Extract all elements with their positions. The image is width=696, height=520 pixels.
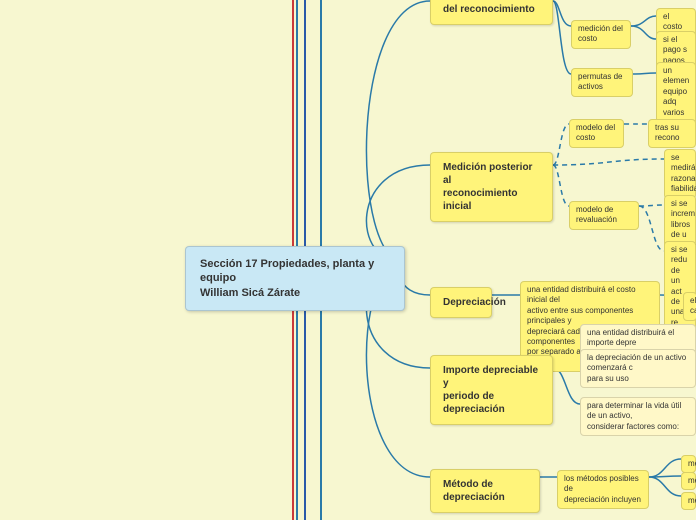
node-leaf-imp3[interactable]: para determinar la vida útil de un activ… [580, 397, 696, 436]
mindmap-canvas: { "background_color": "#f7f7d0", "connec… [0, 0, 696, 520]
node-leaf-meto3[interactable]: méto [681, 492, 696, 510]
node-n-metodo[interactable]: Método de depreciación [430, 469, 540, 513]
node-n-modcosto[interactable]: modelo del costo [569, 119, 624, 148]
node-leaf-tras[interactable]: tras su recono [648, 119, 696, 148]
node-leaf-imp2[interactable]: la depreciación de un activo comenzará c… [580, 349, 696, 388]
node-n-depre[interactable]: Depreciación [430, 287, 492, 318]
root-node[interactable]: Sección 17 Propiedades, planta y equipo … [185, 246, 405, 311]
node-n-medicion[interactable]: Medición posterior al reconocimiento ini… [430, 152, 553, 222]
node-n-importe[interactable]: Importe depreciable y periodo de depreci… [430, 355, 553, 425]
node-leaf-metodos[interactable]: los métodos posibles de depreciación inc… [557, 470, 649, 509]
node-n-permutas[interactable]: permutas de activos [571, 68, 633, 97]
node-leaf-medira[interactable]: se medirá razonable fiabilidad [664, 149, 696, 199]
node-leaf-meto1[interactable]: méto [681, 455, 696, 473]
node-n-top-partial[interactable]: del reconocimiento [430, 0, 553, 25]
node-leaf-meto2[interactable]: méto [681, 472, 696, 490]
node-leaf-elca[interactable]: el ca [683, 292, 696, 321]
node-n-medcosto[interactable]: medición del costo [571, 20, 631, 49]
node-n-modreval[interactable]: modelo de revaluación [569, 201, 639, 230]
